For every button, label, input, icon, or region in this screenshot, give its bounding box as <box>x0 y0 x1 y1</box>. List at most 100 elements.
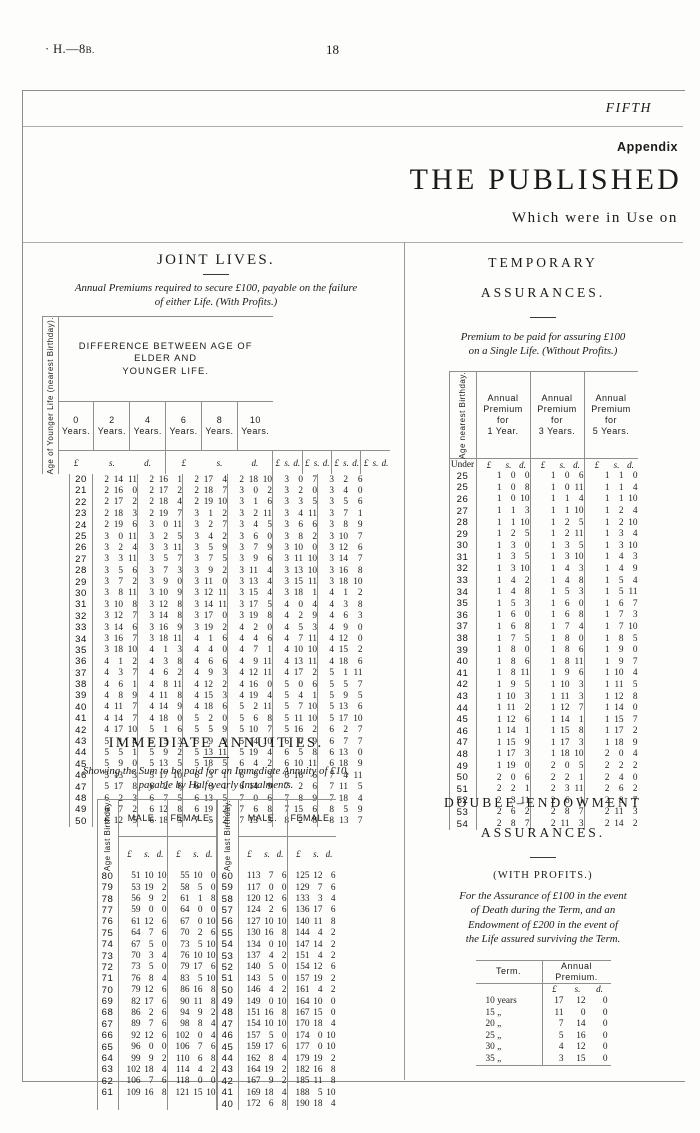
immediate-annuities-value-cell: 182 <box>286 1064 310 1076</box>
joint-lives-lsd-header: s. <box>201 450 238 474</box>
temporary-assurances-age-cell: 33 <box>448 574 476 587</box>
joint-lives-value-cell: 6 <box>343 611 348 622</box>
temporary-assurances-value-cell: 1 <box>564 506 570 517</box>
table-row: 43 5 1 4 5 5 3 5 9 9 5 14 10 6 0 9 6 7 7 <box>69 735 363 748</box>
temporary-assurances-value-cell: 1 <box>524 726 530 737</box>
col-header-line: for <box>550 414 563 425</box>
joint-lives-value-cell: 5 <box>177 759 182 770</box>
joint-lives-value-cell: 10 <box>293 542 303 553</box>
temporary-assurances-value-cell: £ <box>475 458 502 471</box>
immediate-annuities-lsd-header: d. <box>273 836 287 871</box>
joint-lives-value-cell: 11 <box>353 770 363 781</box>
joint-lives-value-cell: 5 <box>272 724 289 736</box>
temporary-assurances-value-cell: 10 <box>574 749 584 760</box>
joint-lives-lsd-header: s. <box>93 450 130 474</box>
joint-lives-value-cell: 11 <box>128 554 137 565</box>
temporary-assurances-age-cell: 25 <box>448 482 476 494</box>
temporary-assurances-value-cell: 2 <box>475 771 502 784</box>
joint-lives-value-cell: 11 <box>308 759 317 770</box>
age-header-label: Age last Birthday. <box>102 799 112 871</box>
immediate-annuities-value-cell: 146 <box>237 984 261 996</box>
header-rule <box>23 126 683 127</box>
temporary-assurances-value-cell: 8 <box>578 610 584 621</box>
joint-lives-value-cell: 3 <box>317 519 334 531</box>
joint-lives-value-cell: 6 <box>132 622 137 633</box>
temporary-assurances-value-cell: 7 <box>578 703 584 714</box>
joint-lives-value-cell: 3 <box>317 576 334 588</box>
immediate-annuities-value-cell: 64 <box>117 927 141 939</box>
section-rule <box>23 242 683 243</box>
temporary-assurances-value-cell: 1 <box>583 551 610 564</box>
temporary-assurances-value-cell: 3 <box>578 679 584 690</box>
joint-lives-value-cell: 7 <box>177 508 182 519</box>
section-temporary-assurances: TEMPORARY ASSURANCES. Premium to be paid… <box>418 255 668 830</box>
joint-lives-value-cell: 3 <box>227 576 244 588</box>
temporary-assurances-value-cell: 1 <box>529 713 556 726</box>
table-bottom-rule <box>475 1064 611 1068</box>
joint-lives-value-cell: 2 <box>132 497 137 508</box>
immediate-annuities-value-cell: 164 <box>237 1064 261 1076</box>
joint-lives-value-cell: 17 <box>158 770 168 781</box>
temporary-assurances-value-cell: 1 <box>475 713 502 726</box>
joint-lives-value-cell: 7 <box>208 554 213 565</box>
temporary-assurances-value-cell: 4 <box>632 749 638 760</box>
immediate-annuities-value-cell: 0 <box>210 882 216 893</box>
immediate-annuities-value-cell: 6 <box>210 928 216 939</box>
temporary-assurances-value-cell: 3 <box>578 587 584 598</box>
joint-lives-value-cell: 17 <box>113 725 123 736</box>
temporary-assurances-value-cell: 9 <box>632 563 638 574</box>
joint-lives-value-cell: 4 <box>343 770 348 781</box>
immediate-annuities-age-cell: 54 <box>215 938 238 951</box>
col-header-line: Annual <box>595 393 627 404</box>
immediate-annuities-value-cell: 11 <box>313 916 323 927</box>
table-row: 35 1 5 3 1 6 0 1 6 7 <box>448 597 638 610</box>
temporary-assurances-value-cell: 1 <box>475 609 502 622</box>
immediate-annuities-value-cell: 73 <box>166 938 190 951</box>
joint-lives-value-cell: 4 <box>182 701 199 714</box>
joint-lives-value-cell: 8 <box>357 599 363 610</box>
joint-lives-value-cell: 11 <box>263 668 272 679</box>
joint-lives-value-cell: 3 <box>312 622 317 633</box>
joint-lives-value-cell: 3 <box>272 519 289 531</box>
joint-lives-value-cell: 7 <box>222 485 227 496</box>
joint-lives-value-cell: 2 <box>267 485 272 496</box>
joint-lives-value-cell: 3 <box>227 599 244 611</box>
col-header-line: for <box>604 414 617 425</box>
temporary-assurances-value-cell: £ <box>529 458 556 471</box>
immediate-annuities-age-cell: 59 <box>215 882 238 894</box>
joint-lives-value-cell: 7 <box>267 725 272 736</box>
immediate-annuities-value-cell: 136 <box>286 904 310 917</box>
joint-lives-value-cell: 15 <box>203 690 213 701</box>
joint-lives-value-cell: 6 <box>222 702 227 713</box>
joint-lives-value-cell: 2 <box>177 747 182 758</box>
joint-lives-value-cell: 3 <box>317 473 334 486</box>
joint-lives-value-cell: 3 <box>137 542 154 554</box>
joint-lives-value-cell: 10 <box>127 725 137 736</box>
table-row: 63 102 18 4 114 4 2 43 164 19 2 182 16 8 <box>96 1064 336 1076</box>
temporary-assurances-value-cell: 18 <box>560 749 570 760</box>
joint-lives-value-cell: 4 <box>317 610 334 622</box>
joint-lives-value-cell: 12 <box>158 599 168 610</box>
immediate-annuities-value-cell: 16 <box>144 1087 154 1098</box>
joint-lives-lsd-header: £ <box>301 450 313 474</box>
immediate-annuities-value-cell: 10 <box>277 1019 287 1030</box>
immediate-annuities-value-cell: 4 <box>268 951 274 962</box>
immediate-annuities-value-cell: 10 <box>206 973 216 984</box>
immediate-annuities-value-cell: 18 <box>313 1019 323 1030</box>
joint-lives-value-cell: 14 <box>248 736 258 747</box>
age-header-label: Age nearest Birthday. <box>457 371 467 459</box>
joint-lives-value-cell: 7 <box>357 816 363 827</box>
immediate-annuities-age-cell: 75 <box>96 927 118 939</box>
double-endowment-term-cell: 20 „ <box>485 1019 502 1030</box>
joint-lives-value-cell: 2 <box>343 474 348 485</box>
joint-lives-value-cell: 0 <box>222 713 227 724</box>
joint-lives-value-cell: 17 <box>293 668 303 679</box>
temporary-assurances-value-cell: 6 <box>564 610 570 621</box>
joint-lives-col-header: 8 Years. <box>201 400 238 451</box>
table-row: 39 1 8 0 1 8 6 1 9 0 <box>448 644 638 656</box>
joint-lives-value-cell: 5 <box>227 701 244 714</box>
immediate-annuities-age-cell: 78 <box>96 893 118 905</box>
joint-lives-value-cell: 0 <box>253 793 258 804</box>
joint-lives-value-cell: 2 <box>92 519 109 531</box>
immediate-annuities-age-cell: 64 <box>96 1052 118 1065</box>
